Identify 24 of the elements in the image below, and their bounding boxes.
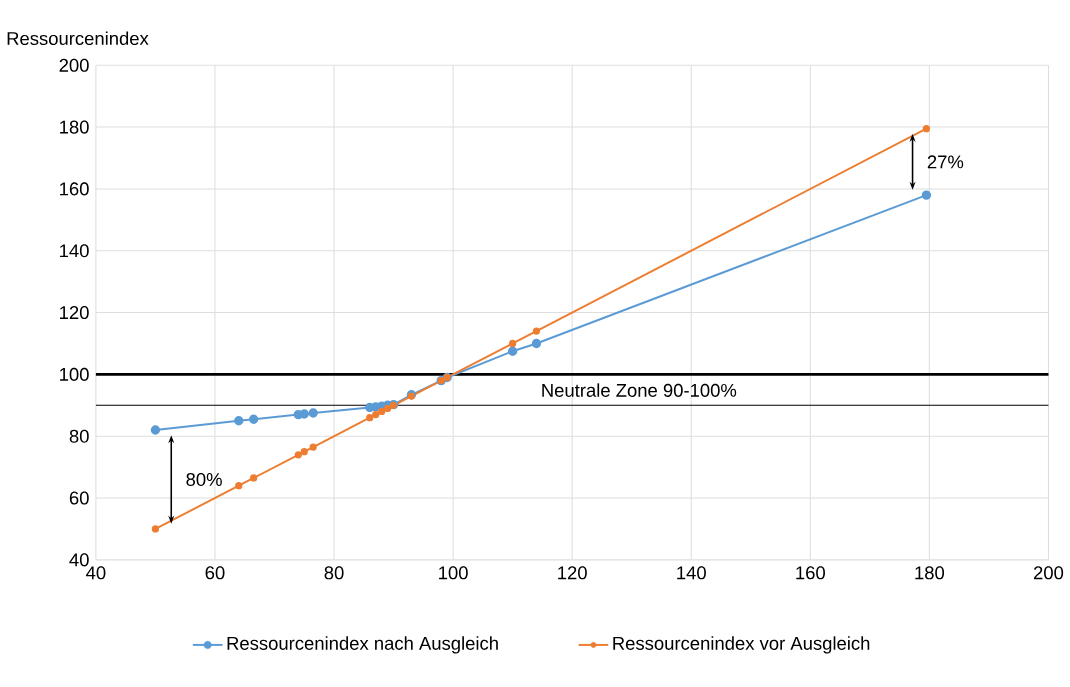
- x-tick-label: 40: [86, 566, 106, 580]
- y-axis-title: Ressourcenindex: [7, 31, 149, 45]
- x-tick-label: 140: [677, 566, 706, 580]
- y-tick-label: 40: [69, 553, 89, 567]
- y-tick-label: 100: [60, 367, 89, 381]
- annotation: 27%: [927, 155, 964, 169]
- y-tick-label: 200: [59, 58, 89, 72]
- y-tick-label: 160: [60, 182, 89, 196]
- x-tick-label: 60: [205, 566, 225, 580]
- x-tick-label: 160: [796, 566, 825, 580]
- x-tick-label: 120: [558, 566, 587, 580]
- x-tick-label: 200: [1033, 566, 1064, 580]
- x-tick-label: 100: [439, 566, 468, 580]
- y-tick-label: 180: [60, 120, 89, 134]
- y-tick-label: 140: [60, 243, 89, 258]
- y-tick-label: 120: [60, 305, 89, 319]
- legend-label: Ressourcenindex vor Ausgleich: [613, 636, 870, 654]
- x-tick-label: 80: [324, 566, 344, 580]
- y-tick-label: 80: [69, 429, 89, 443]
- y-tick-label: 60: [69, 491, 89, 505]
- x-tick-label: 180: [915, 566, 945, 580]
- legend-label: Ressourcenindex nach Ausgleich: [227, 636, 498, 654]
- annotation: 80%: [186, 472, 222, 486]
- ref-line-label: Neutrale Zone 90-100%: [542, 383, 737, 397]
